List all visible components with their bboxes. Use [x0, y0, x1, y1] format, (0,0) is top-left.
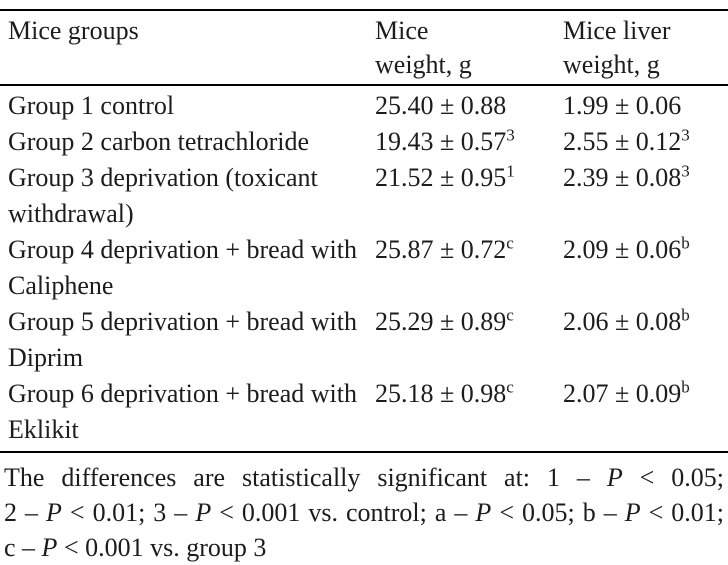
liver-weight-cell: 2.07 ± 0.09b — [555, 376, 728, 453]
significance-superscript: b — [681, 377, 690, 397]
footnote-line: The differences are statistically signif… — [4, 463, 724, 492]
significance-superscript: 3 — [506, 125, 515, 145]
mice-weight-cell: 19.43 ± 0.573 — [375, 125, 515, 156]
significance-superscript: c — [506, 377, 514, 397]
significance-superscript: c — [506, 233, 514, 253]
mice-weight-cell: 25.40 ± 0.88 — [375, 91, 507, 120]
mice-weight-cell: 25.29 ± 0.89c — [375, 305, 514, 336]
footnote: The differences are statistically signif… — [0, 460, 728, 565]
mice-groups-table: Mice groups Mice weight, g Mice liver we… — [0, 9, 728, 453]
group-cell: Group 3 deprivation (toxicant withdrawal… — [8, 163, 318, 228]
header-line: Mice — [375, 16, 429, 45]
mice-weight-cell: 25.87 ± 0.72c — [375, 233, 514, 264]
mice-weight-cell: 25.18 ± 0.98c — [367, 376, 555, 453]
table-row: Group 4 deprivation + bread with Caliphe… — [0, 232, 728, 304]
significance-superscript: c — [506, 305, 514, 325]
significance-superscript: b — [681, 305, 690, 325]
group-cell: Group 6 deprivation + bread with Eklikit — [0, 376, 367, 453]
table-row: Group 2 carbon tetrachloride 19.43 ± 0.57… — [0, 124, 728, 160]
header-line: Mice groups — [8, 16, 139, 45]
header-line: Mice liver — [563, 16, 671, 45]
table-row: Group 1 control 25.40 ± 0.88 1.99 ± 0.06 — [0, 85, 728, 124]
liver-weight-cell: 2.06 ± 0.08b — [563, 305, 690, 336]
mice-weight-cell: 21.52 ± 0.951 — [375, 161, 515, 192]
group-cell: Group 5 deprivation + bread with Diprim — [8, 307, 357, 372]
significance-superscript: b — [681, 233, 690, 253]
significance-superscript: 3 — [681, 161, 690, 181]
table-body: Group 1 control 25.40 ± 0.88 1.99 ± 0.06 Gr… — [0, 85, 728, 453]
group-cell: Group 2 carbon tetrachloride — [8, 127, 310, 156]
liver-weight-cell: 1.99 ± 0.06 — [563, 91, 682, 120]
group-cell: Group 1 control — [8, 91, 175, 120]
col-header-mice-groups: Mice groups — [0, 10, 367, 86]
liver-weight-cell: 2.39 ± 0.083 — [563, 161, 690, 192]
liver-weight-cell: 2.55 ± 0.123 — [563, 125, 690, 156]
header-line: weight, g — [375, 50, 472, 79]
significance-superscript: 1 — [506, 161, 515, 181]
liver-weight-cell: 2.09 ± 0.06b — [563, 233, 690, 264]
col-header-mice-liver-weight: Mice liver weight, g — [555, 10, 728, 86]
col-header-mice-weight: Mice weight, g — [367, 10, 555, 86]
group-cell: Group 4 deprivation + bread with Caliphe… — [8, 235, 357, 300]
table-row: Group 3 deprivation (toxicant withdrawal… — [0, 160, 728, 232]
footnote-line: 2 – P < 0.01; 3 – P < 0.001 vs. control;… — [4, 498, 725, 527]
significance-superscript: 3 — [681, 125, 690, 145]
table-row: Group 6 deprivation + bread with Eklikit… — [0, 376, 728, 453]
table-row: Group 5 deprivation + bread with Diprim 2… — [0, 304, 728, 376]
footnote-line: c – P < 0.001 vs. group 3 — [4, 533, 267, 562]
header-row: Mice groups Mice weight, g Mice liver we… — [0, 10, 728, 86]
header-line: weight, g — [563, 50, 660, 79]
